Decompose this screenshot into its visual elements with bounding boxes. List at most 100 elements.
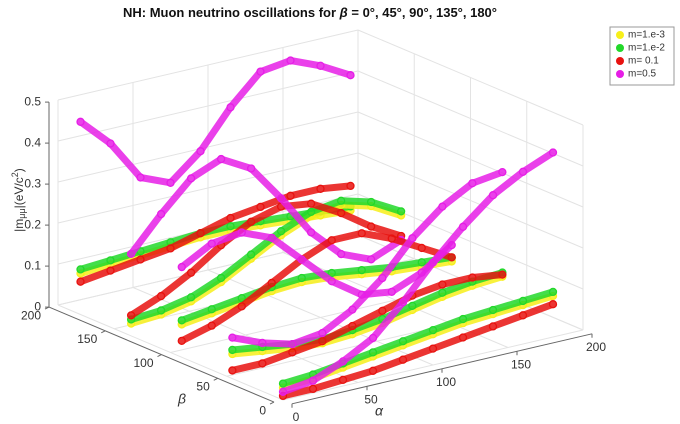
point xyxy=(76,265,85,274)
point xyxy=(318,328,327,338)
point xyxy=(166,244,175,253)
point xyxy=(226,103,235,112)
z-tick-label: 0.2 xyxy=(24,217,41,231)
x-axis-label: α xyxy=(375,403,384,419)
point xyxy=(207,239,216,248)
point xyxy=(256,67,265,76)
point xyxy=(428,344,438,353)
point xyxy=(357,265,366,275)
point xyxy=(186,293,196,302)
point xyxy=(548,287,558,297)
point xyxy=(357,229,366,238)
point xyxy=(398,298,408,307)
point xyxy=(276,194,286,203)
point xyxy=(548,148,558,157)
point xyxy=(438,280,447,289)
legend-marker xyxy=(616,31,624,39)
point xyxy=(306,228,316,237)
point xyxy=(368,366,378,375)
point xyxy=(136,173,145,182)
point xyxy=(256,202,265,212)
grid-line xyxy=(282,329,584,401)
point xyxy=(338,375,348,385)
point xyxy=(76,117,85,126)
point xyxy=(336,196,346,205)
point xyxy=(468,179,477,188)
series-line xyxy=(127,200,405,319)
z-axis-label: |mμμ|(eV/c2) xyxy=(10,168,27,232)
point xyxy=(396,207,406,216)
point xyxy=(226,213,235,223)
point xyxy=(348,321,357,331)
point xyxy=(286,56,295,65)
point xyxy=(207,305,216,314)
point xyxy=(186,268,196,277)
z-label-part: 2 xyxy=(10,172,20,177)
y-axis-label: β xyxy=(177,391,186,407)
point xyxy=(126,249,136,259)
point xyxy=(428,258,438,267)
point xyxy=(156,209,166,219)
point xyxy=(518,167,528,176)
point xyxy=(438,288,447,297)
point xyxy=(368,348,378,357)
grid-line xyxy=(57,234,359,306)
chart-title: NH: Muon neutrino oscillations for β = 0… xyxy=(123,5,497,20)
point xyxy=(366,197,376,207)
point xyxy=(196,147,205,156)
point xyxy=(336,208,346,218)
legend-label: m=1.e-3 xyxy=(628,30,665,41)
point xyxy=(186,174,196,183)
point xyxy=(338,357,348,366)
legend-label: m=1.e-2 xyxy=(628,43,665,54)
series-line xyxy=(127,197,405,323)
series-line xyxy=(77,182,354,286)
y-tick xyxy=(269,401,275,405)
title-symbol: β xyxy=(339,5,348,20)
point xyxy=(177,262,186,272)
y-tick-label: 50 xyxy=(196,380,210,394)
x-tick-label: 0 xyxy=(293,410,300,424)
point xyxy=(106,256,115,265)
point xyxy=(378,273,387,283)
point xyxy=(346,71,355,80)
z-tick-label: 0 xyxy=(34,299,41,313)
y-tick-label: 200 xyxy=(21,308,41,322)
series-line xyxy=(228,273,506,358)
series-line xyxy=(178,229,456,299)
point xyxy=(548,300,558,309)
point xyxy=(237,228,246,237)
z-label-part: |m xyxy=(12,219,26,232)
series-line xyxy=(178,257,456,328)
point xyxy=(196,229,205,238)
legend-marker xyxy=(616,70,624,78)
point xyxy=(366,255,376,264)
point xyxy=(398,337,408,346)
point xyxy=(327,268,336,278)
y-tick xyxy=(213,377,218,381)
point xyxy=(498,167,507,177)
point xyxy=(458,314,468,324)
point xyxy=(278,379,288,388)
point xyxy=(286,191,295,200)
z-tick-label: 0.4 xyxy=(24,135,41,149)
x-tick-label: 150 xyxy=(511,357,531,371)
z-tick-label: 0.5 xyxy=(24,94,41,108)
point xyxy=(207,321,216,330)
point xyxy=(308,384,318,394)
point xyxy=(398,355,408,364)
point xyxy=(458,333,468,342)
point xyxy=(276,227,286,236)
title-suffix: = 0°, 45°, 90°, 135°, 180° xyxy=(348,5,497,20)
x-tick-label: 100 xyxy=(436,375,456,389)
point xyxy=(246,250,256,259)
point xyxy=(246,217,256,226)
point xyxy=(237,293,246,303)
point xyxy=(417,243,426,253)
point xyxy=(216,273,226,283)
y-tick-label: 0 xyxy=(259,403,266,417)
series-line xyxy=(228,168,506,348)
point xyxy=(228,366,237,375)
series-line xyxy=(127,155,405,263)
